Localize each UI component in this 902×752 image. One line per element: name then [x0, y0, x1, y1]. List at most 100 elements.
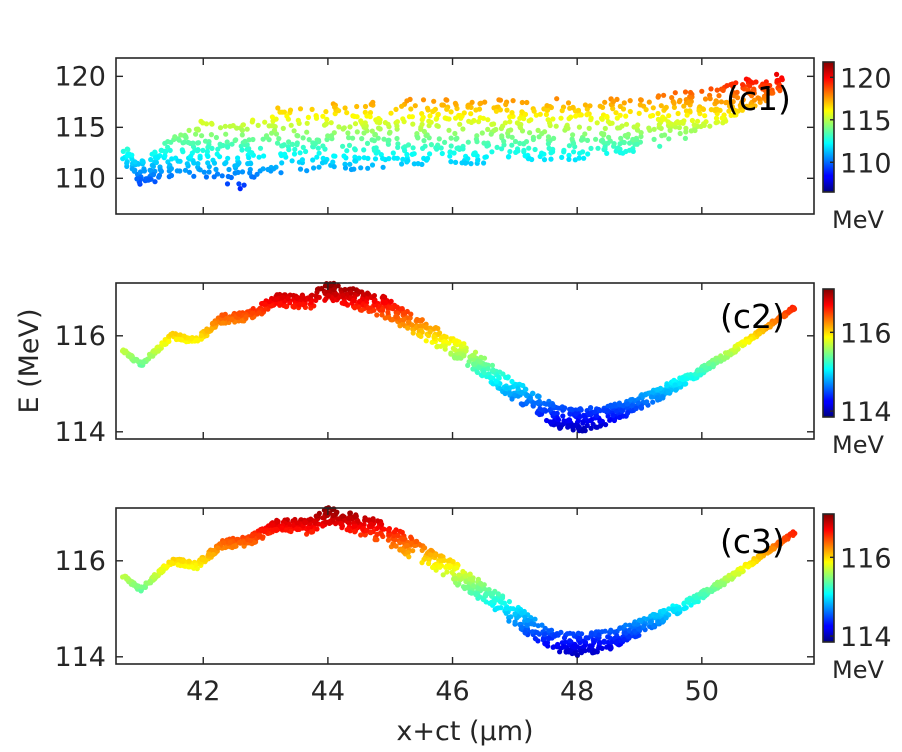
scatter-point: [399, 161, 405, 167]
scatter-point: [388, 298, 394, 304]
scatter-point: [279, 295, 285, 301]
scatter-point: [213, 134, 219, 141]
scatter-point: [601, 407, 607, 413]
scatter-point: [394, 119, 400, 125]
scatter-point: [168, 331, 174, 337]
scatter-point: [579, 631, 585, 637]
scatter-point: [262, 301, 268, 307]
scatter-point: [162, 341, 168, 347]
scatter-point: [236, 539, 243, 546]
scatter-point: [469, 99, 475, 105]
scatter-point: [588, 405, 594, 411]
scatter-point: [581, 643, 587, 649]
scatter-point: [411, 161, 417, 167]
scatter-point: [342, 105, 348, 111]
scatter-point: [491, 128, 497, 134]
scatter-point: [257, 145, 264, 151]
scatter-point: [340, 513, 346, 519]
scatter-point: [606, 134, 612, 140]
scatter-point: [150, 163, 156, 169]
scatter-point: [641, 623, 647, 629]
scatter-point: [362, 103, 369, 110]
scatter-point: [539, 407, 546, 413]
scatter-point: [546, 636, 552, 642]
scatter-point: [419, 121, 425, 127]
scatter-point: [419, 317, 425, 323]
scatter-point: [627, 108, 633, 115]
scatter-point: [156, 172, 163, 178]
scatter-point: [361, 155, 367, 161]
scatter-point: [169, 560, 175, 566]
scatter-point: [505, 375, 511, 381]
scatter-point: [636, 626, 642, 632]
scatter-point: [336, 108, 342, 114]
scatter-point: [191, 173, 197, 179]
scatter-point: [342, 165, 349, 171]
scatter-point: [193, 126, 199, 132]
scatter-point: [633, 405, 639, 412]
scatter-point: [203, 174, 209, 180]
scatter-point: [623, 121, 630, 127]
scatter-point: [563, 124, 569, 130]
scatter-point: [430, 108, 436, 115]
scatter-point: [394, 123, 400, 129]
scatter-point: [457, 121, 463, 127]
panel-c3: 114 116 (c3) 114 116 MeV: [54, 505, 892, 684]
scatter-point: [405, 550, 411, 556]
scatter-point: [532, 616, 538, 622]
scatter-point: [505, 154, 512, 160]
scatter-point: [764, 547, 771, 553]
scatter-point: [585, 151, 591, 157]
scatter-point: [261, 153, 267, 159]
scatter-point: [344, 148, 350, 154]
scatter-point: [354, 129, 360, 135]
scatter-point: [303, 520, 309, 526]
scatter-point: [463, 584, 469, 590]
scatter-point: [521, 116, 527, 122]
scatter-point: [361, 147, 367, 153]
scatter-point: [352, 529, 358, 535]
scatter-point: [147, 167, 153, 173]
scatter-point: [673, 387, 679, 393]
scatter-point: [490, 367, 496, 373]
colorbar-unit-c2: MeV: [832, 431, 884, 459]
scatter-point: [188, 336, 195, 342]
scatter-point: [649, 390, 656, 396]
scatter-point: [399, 306, 405, 312]
scatter-point: [408, 534, 414, 540]
scatter-point: [530, 136, 537, 143]
scatter-point: [372, 156, 379, 162]
scatter-point: [308, 299, 314, 305]
scatter-point: [313, 513, 319, 519]
scatter-point: [782, 535, 788, 541]
scatter-point: [597, 103, 603, 109]
scatter-point: [394, 135, 400, 142]
scatter-point: [636, 617, 643, 623]
scatter-point: [210, 547, 216, 554]
y-tick-label: 110: [54, 163, 106, 194]
scatter-point: [312, 141, 318, 147]
scatter-point: [477, 101, 483, 107]
scatter-point: [467, 571, 473, 577]
scatter-point: [747, 79, 754, 85]
scatter-point: [297, 166, 304, 172]
scatter-point: [452, 130, 458, 137]
scatter-point: [419, 560, 425, 566]
scatter-point: [550, 149, 556, 155]
scatter-point: [780, 313, 787, 319]
scatter-point: [381, 136, 387, 142]
scatter-point: [235, 155, 241, 161]
scatter-point: [358, 165, 364, 171]
scatter-point: [477, 594, 483, 600]
scatter-point: [676, 380, 683, 387]
scatter-point: [535, 127, 541, 133]
scatter-point: [448, 109, 454, 115]
scatter-point: [352, 154, 358, 160]
scatter-point: [320, 113, 326, 119]
scatter-point: [239, 169, 246, 175]
scatter-point: [266, 299, 272, 305]
scatter-point: [736, 571, 742, 577]
scatter-point: [246, 137, 252, 143]
scatter-point: [586, 647, 592, 653]
scatter-point: [127, 354, 133, 360]
